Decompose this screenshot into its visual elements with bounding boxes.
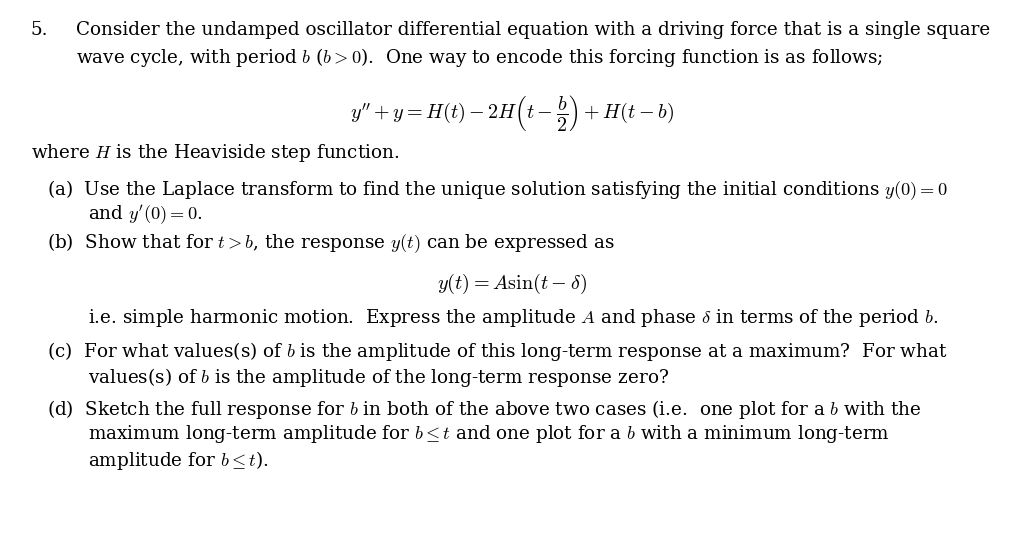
Text: maximum long-term amplitude for $b \leq t$ and one plot for a $b$ with a minimum: maximum long-term amplitude for $b \leq … <box>88 423 890 445</box>
Text: Consider the undamped oscillator differential equation with a driving force that: Consider the undamped oscillator differe… <box>76 21 990 39</box>
Text: and $y'(0) = 0$.: and $y'(0) = 0$. <box>88 203 203 227</box>
Text: i.e. simple harmonic motion.  Express the amplitude $A$ and phase $\delta$ in te: i.e. simple harmonic motion. Express the… <box>88 307 938 329</box>
Text: wave cycle, with period $b$ ($b > 0$).  One way to encode this forcing function : wave cycle, with period $b$ ($b > 0$). O… <box>76 46 883 69</box>
Text: (d)  Sketch the full response for $b$ in both of the above two cases (i.e.  one : (d) Sketch the full response for $b$ in … <box>47 398 922 421</box>
Text: amplitude for $b \leq t$).: amplitude for $b \leq t$). <box>88 449 268 472</box>
Text: (b)  Show that for $t > b$, the response $y(t)$ can be expressed as: (b) Show that for $t > b$, the response … <box>47 232 615 255</box>
Text: $y(t) = A \sin(t - \delta)$: $y(t) = A \sin(t - \delta)$ <box>437 272 587 296</box>
Text: (a)  Use the Laplace transform to find the unique solution satisfying the initia: (a) Use the Laplace transform to find th… <box>47 178 948 202</box>
Text: values(s) of $b$ is the amplitude of the long-term response zero?: values(s) of $b$ is the amplitude of the… <box>88 366 669 389</box>
Text: where $H$ is the Heaviside step function.: where $H$ is the Heaviside step function… <box>31 142 399 164</box>
Text: $y'' + y = H(t) - 2H\left(t - \dfrac{b}{2}\right) + H(t - b)$: $y'' + y = H(t) - 2H\left(t - \dfrac{b}{… <box>350 93 674 133</box>
Text: 5.: 5. <box>31 21 48 39</box>
Text: (c)  For what values(s) of $b$ is the amplitude of this long-term response at a : (c) For what values(s) of $b$ is the amp… <box>47 340 947 363</box>
